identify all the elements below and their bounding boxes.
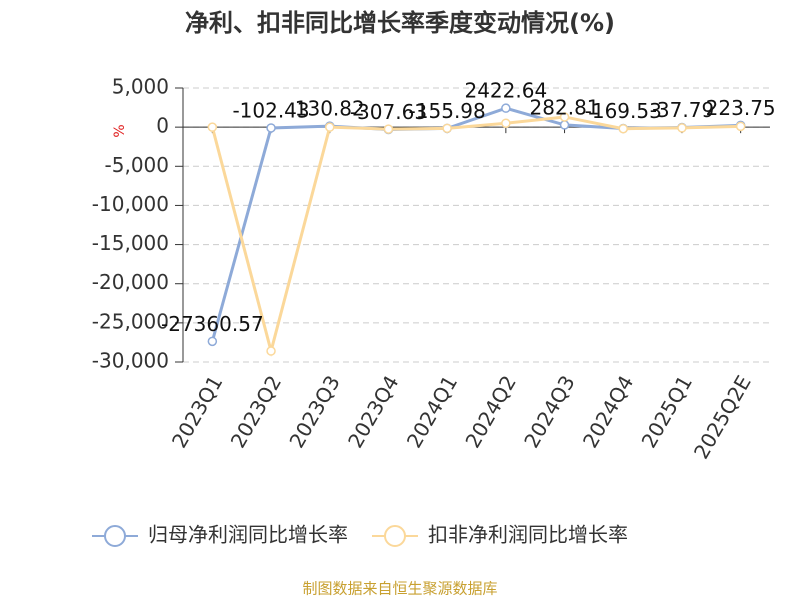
x-tick-label: 2023Q2 <box>226 371 286 452</box>
source-note: 制图数据来自恒生聚源数据库 <box>302 580 497 598</box>
legend-marker <box>384 525 406 547</box>
data-point <box>559 120 570 130</box>
data-point <box>501 103 511 113</box>
y-tick-label: -20,000 <box>92 270 169 294</box>
y-tick-label: -30,000 <box>92 349 169 373</box>
x-tick-label: 2023Q4 <box>343 371 403 452</box>
data-label: -27360.57 <box>161 312 264 336</box>
y-tick-label: -10,000 <box>92 192 169 216</box>
x-tick-label: 2024Q2 <box>460 371 520 452</box>
data-label: -37.79 <box>650 98 714 122</box>
data-label: 223.75 <box>706 96 776 120</box>
series-line <box>210 106 741 342</box>
data-label: -102.43 <box>232 98 309 122</box>
data-label: 130.82 <box>295 97 365 121</box>
legend-label: 扣非净利润同比增长率 <box>428 523 628 547</box>
data-point <box>266 123 276 133</box>
x-tick-label: 2025Q1 <box>637 371 697 452</box>
data-point <box>735 121 746 132</box>
y-tick-label: 0 <box>156 114 169 138</box>
series-line <box>210 115 741 357</box>
legend-label: 归母净利润同比增长率 <box>148 523 348 547</box>
data-label: 282.81 <box>530 95 600 119</box>
data-point <box>207 336 218 347</box>
data-point <box>677 123 687 133</box>
y-axis-label: % <box>112 124 128 137</box>
x-tick-label: 2023Q3 <box>284 371 344 452</box>
x-tick-label: 2023Q1 <box>167 371 227 452</box>
data-label: -307.63 <box>350 100 427 124</box>
data-point <box>207 122 218 132</box>
data-point <box>501 118 511 128</box>
y-tick-label: 5,000 <box>112 75 169 99</box>
data-point <box>325 122 335 132</box>
y-tick-label: -15,000 <box>92 231 169 255</box>
data-point <box>266 346 276 356</box>
x-tick-label: 2024Q4 <box>578 371 638 452</box>
data-label: -155.98 <box>409 99 486 123</box>
data-point <box>383 124 394 134</box>
chart-title: 净利、扣非同比增长率季度变动情况(%) <box>185 9 615 37</box>
data-point <box>559 112 570 122</box>
y-tick-label: -25,000 <box>92 309 169 333</box>
x-tick-label: 2024Q1 <box>402 371 462 452</box>
y-tick-label: -5,000 <box>105 153 169 177</box>
data-label: 2422.64 <box>464 79 547 103</box>
data-label: -169.53 <box>585 99 662 123</box>
data-point <box>618 123 628 134</box>
legend-marker <box>104 525 126 547</box>
x-tick-label: 2024Q3 <box>519 371 579 452</box>
x-tick-label: 2025Q2E <box>689 371 756 463</box>
data-point <box>442 123 452 134</box>
